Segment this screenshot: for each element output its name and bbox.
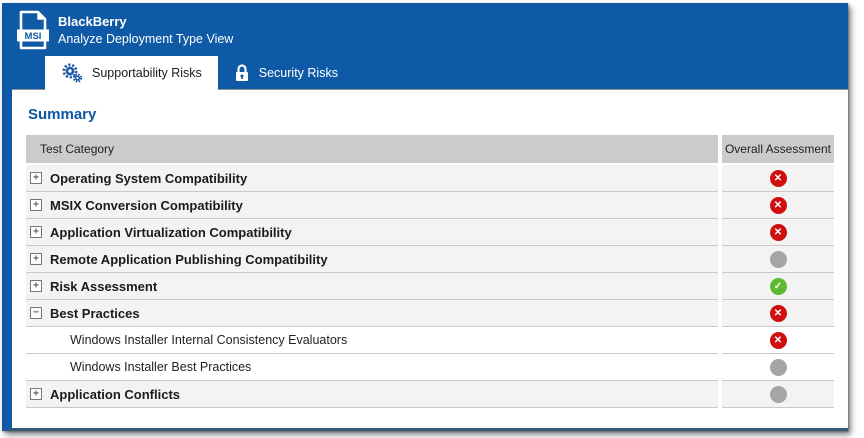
table-header-row: Test Category Overall Assessment [26, 135, 834, 163]
tab-security-risks[interactable]: Security Risks [218, 56, 354, 89]
test-category-label: Application Conflicts [50, 386, 180, 402]
table-row[interactable]: − Best Practices ✕ [26, 300, 834, 327]
fail-status-icon: ✕ [769, 331, 787, 349]
table-row[interactable]: + Risk Assessment ✓ [26, 273, 834, 300]
svg-text:MSI: MSI [25, 31, 42, 42]
assessment-cell [722, 246, 834, 273]
assessment-cell: ✓ [722, 273, 834, 300]
fail-status-icon: ✕ [769, 223, 787, 241]
collapse-icon[interactable]: − [30, 307, 42, 319]
test-category-cell[interactable]: + Application Conflicts [26, 381, 718, 408]
fail-status-icon: ✕ [769, 169, 787, 187]
msi-file-icon: MSI [17, 10, 49, 50]
summary-table-body: + Operating System Compatibility ✕ + MSI… [26, 165, 834, 408]
column-gap [718, 135, 722, 163]
neutral-status-icon [769, 358, 787, 376]
expand-icon[interactable]: + [30, 199, 42, 211]
view-title: Analyze Deployment Type View [58, 31, 234, 46]
app-window: MSI BlackBerry Analyze Deployment Type V… [2, 3, 848, 431]
column-gap [718, 381, 722, 408]
fail-status-icon: ✕ [769, 304, 787, 322]
column-gap [718, 327, 722, 354]
column-gap [718, 192, 722, 219]
test-category-cell[interactable]: + Operating System Compatibility [26, 165, 718, 192]
assessment-cell: ✕ [722, 165, 834, 192]
test-category-label: Application Virtualization Compatibility [50, 224, 292, 240]
assessment-cell: ✕ [722, 192, 834, 219]
fail-status-icon: ✕ [769, 196, 787, 214]
column-gap [718, 219, 722, 246]
column-header-test-category: Test Category [26, 135, 718, 163]
test-category-cell[interactable]: Windows Installer Internal Consistency E… [26, 327, 718, 354]
test-category-label: MSIX Conversion Compatibility [50, 197, 243, 213]
table-row[interactable]: + Application Conflicts [26, 381, 834, 408]
test-category-label: Windows Installer Internal Consistency E… [70, 333, 348, 347]
expand-icon[interactable]: + [30, 388, 42, 400]
table-row[interactable]: + Operating System Compatibility ✕ [26, 165, 834, 192]
assessment-cell: ✕ [722, 327, 834, 354]
window-header: MSI BlackBerry Analyze Deployment Type V… [12, 3, 848, 57]
tab-supportability-risks[interactable]: Supportability Risks [45, 56, 218, 90]
tab-label: Security Risks [258, 65, 338, 80]
column-gap [718, 273, 722, 300]
table-row[interactable]: + Remote Application Publishing Compatib… [26, 246, 834, 273]
header-titles: BlackBerry Analyze Deployment Type View [58, 13, 234, 46]
assessment-cell [722, 354, 834, 381]
test-category-cell[interactable]: − Best Practices [26, 300, 718, 327]
test-category-cell[interactable]: + Application Virtualization Compatibili… [26, 219, 718, 246]
table-row[interactable]: Windows Installer Internal Consistency E… [26, 327, 834, 354]
expand-icon[interactable]: + [30, 253, 42, 265]
expand-icon[interactable]: + [30, 226, 42, 238]
assessment-cell [722, 381, 834, 408]
test-category-cell[interactable]: Windows Installer Best Practices [26, 354, 718, 381]
neutral-status-icon [769, 385, 787, 403]
test-category-cell[interactable]: + MSIX Conversion Compatibility [26, 192, 718, 219]
column-gap [718, 300, 722, 327]
column-gap [718, 354, 722, 381]
expand-icon[interactable]: + [30, 172, 42, 184]
table-row[interactable]: + Application Virtualization Compatibili… [26, 219, 834, 246]
tab-bar: Supportability Risks Security Risks [12, 56, 848, 90]
assessment-cell: ✕ [722, 219, 834, 246]
table-row[interactable]: + MSIX Conversion Compatibility ✕ [26, 192, 834, 219]
assessment-cell: ✕ [722, 300, 834, 327]
neutral-status-icon [769, 250, 787, 268]
expand-icon[interactable]: + [30, 280, 42, 292]
test-category-label: Best Practices [50, 305, 140, 321]
summary-table: Test Category Overall Assessment + Opera… [26, 135, 834, 408]
column-header-overall-assessment: Overall Assessment [722, 135, 834, 163]
column-gap [718, 246, 722, 273]
app-title: BlackBerry [58, 13, 127, 29]
test-category-label: Risk Assessment [50, 278, 158, 294]
test-category-cell[interactable]: + Risk Assessment [26, 273, 718, 300]
gears-icon [62, 63, 83, 83]
table-row[interactable]: Windows Installer Best Practices [26, 354, 834, 381]
test-category-cell[interactable]: + Remote Application Publishing Compatib… [26, 246, 718, 273]
tab-label: Supportability Risks [92, 66, 202, 80]
page-title: Summary [28, 106, 97, 123]
column-gap [718, 165, 722, 192]
test-category-label: Remote Application Publishing Compatibil… [50, 251, 328, 267]
test-category-label: Operating System Compatibility [50, 170, 248, 186]
content-area: Summary Test Category Overall Assessment… [12, 90, 848, 408]
lock-icon [235, 63, 248, 81]
pass-status-icon: ✓ [769, 277, 787, 295]
test-category-label: Windows Installer Best Practices [70, 360, 252, 374]
